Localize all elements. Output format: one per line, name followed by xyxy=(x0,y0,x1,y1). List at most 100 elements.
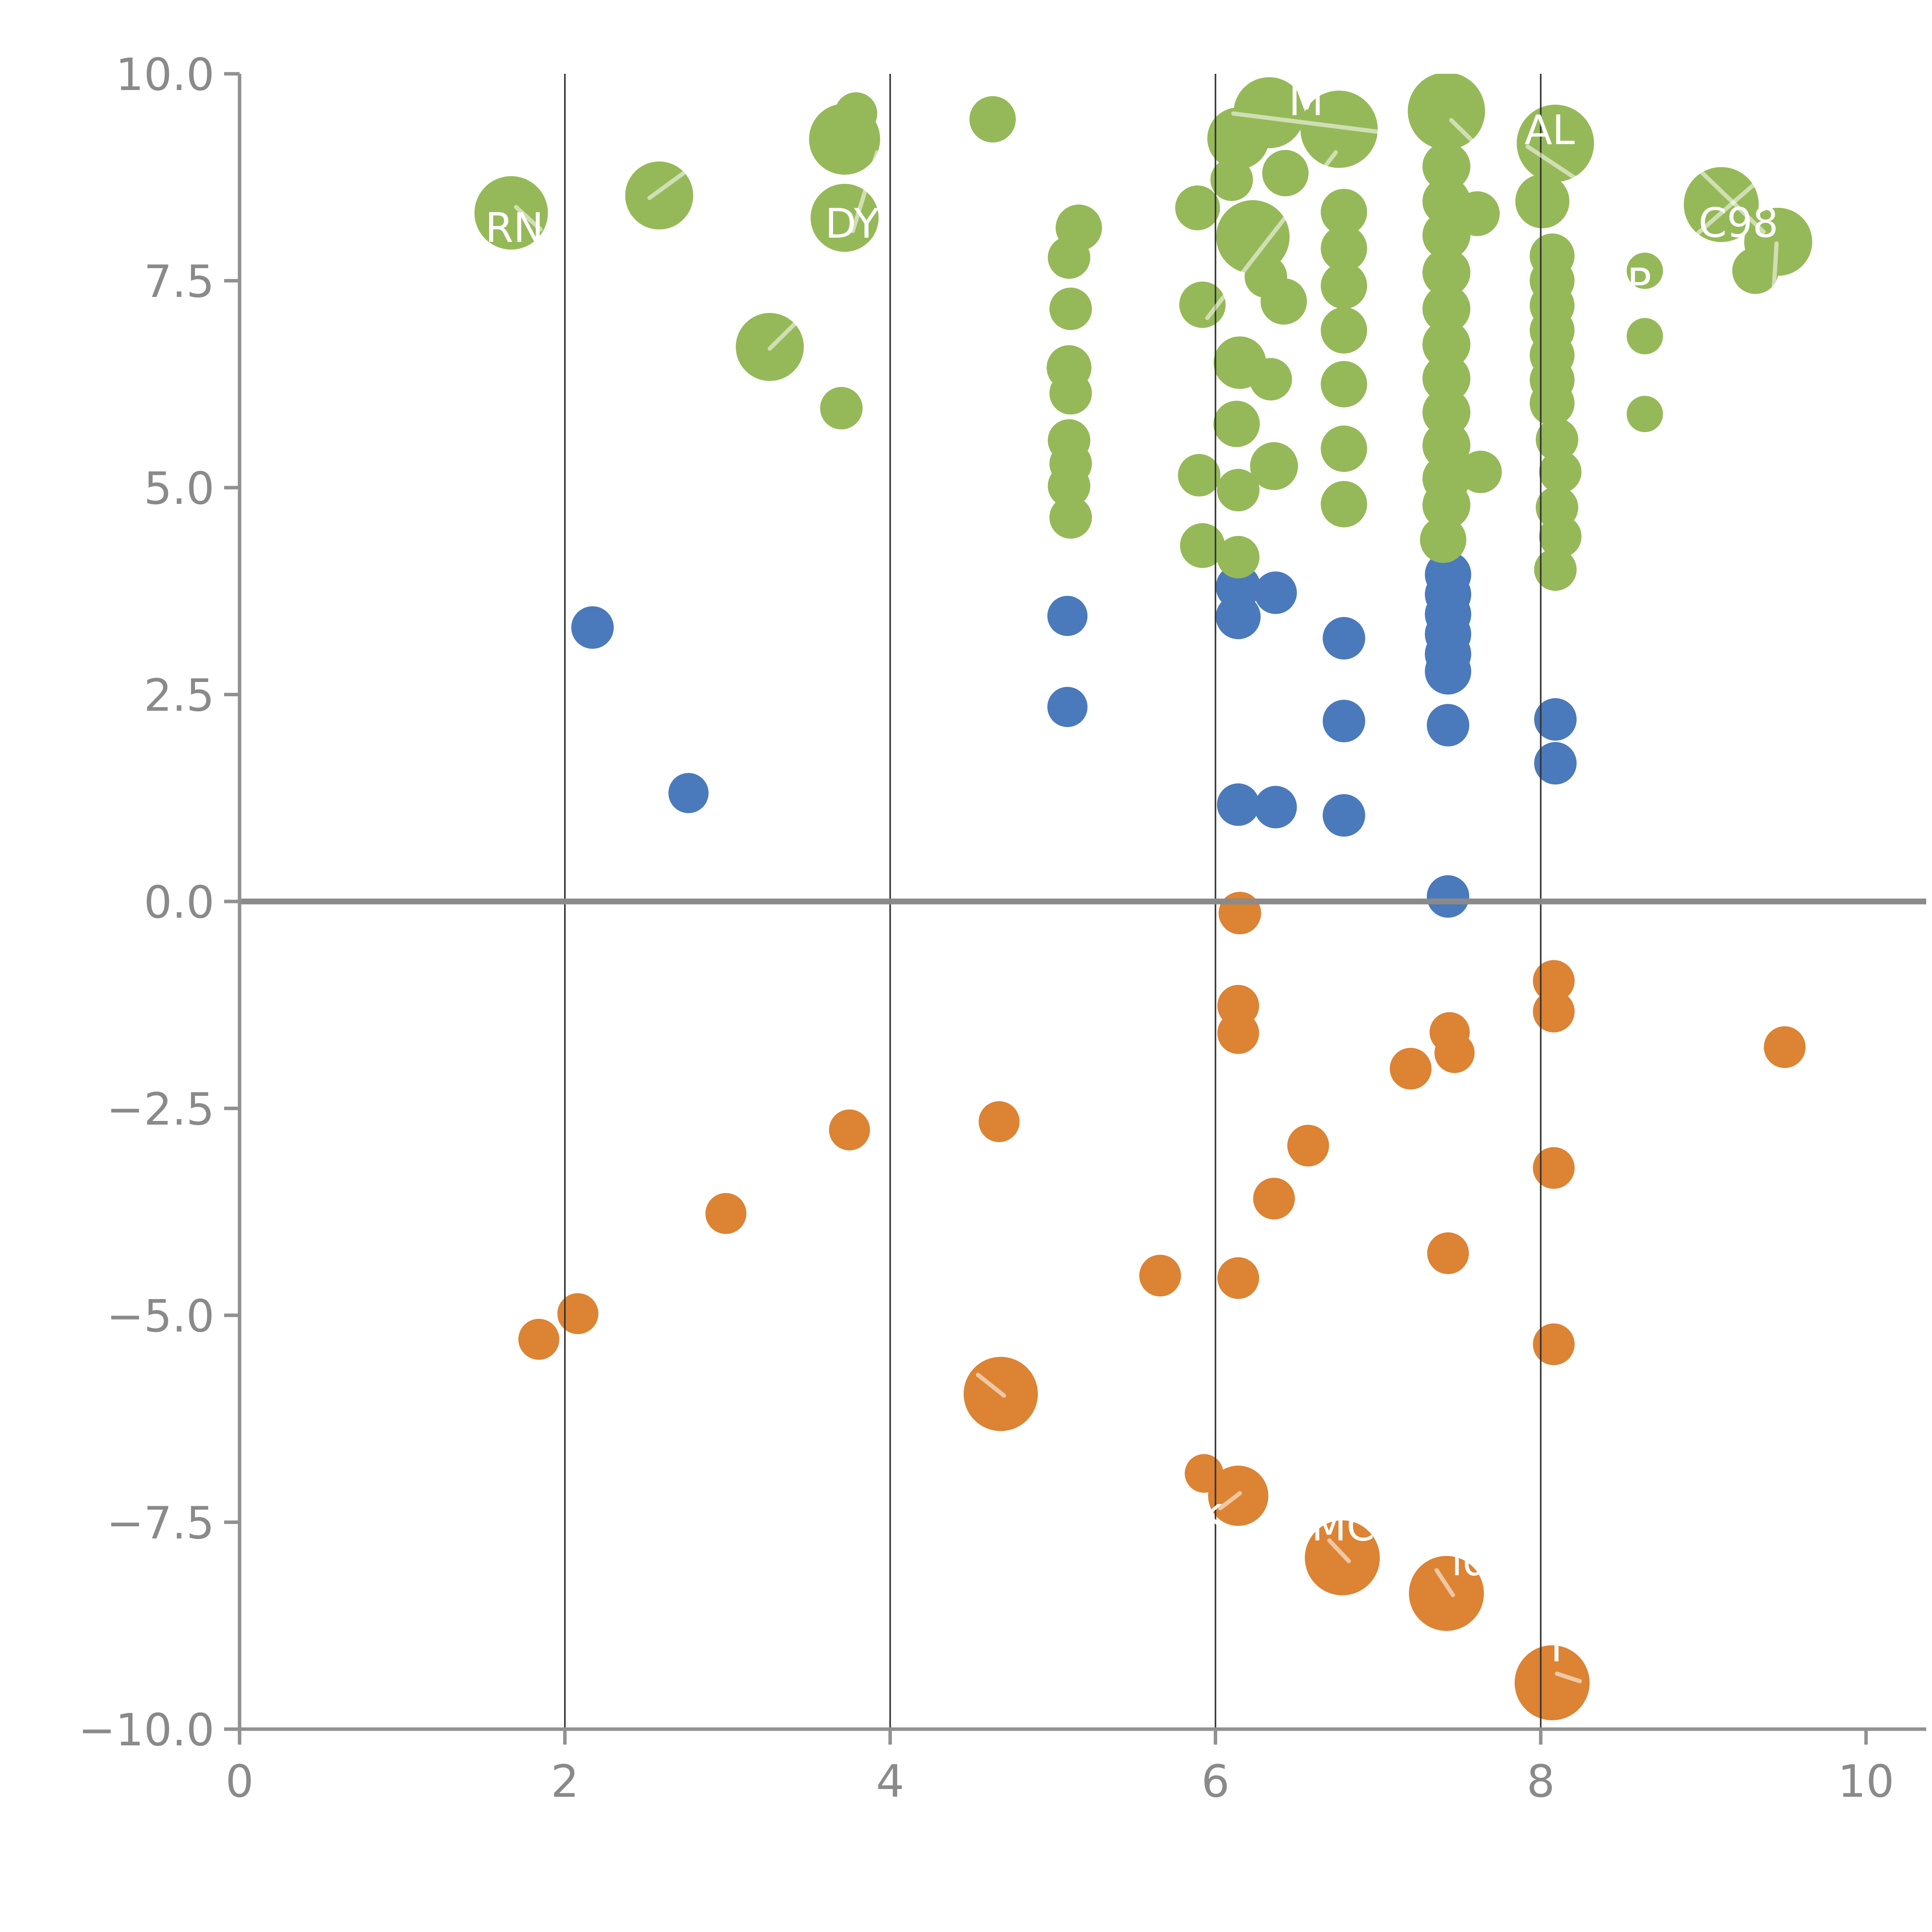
green-data-point xyxy=(1536,418,1578,461)
x-tick-label-1: 2 xyxy=(551,1756,579,1808)
green-data-point xyxy=(1217,536,1260,578)
green-data-point xyxy=(1459,451,1502,493)
data-points-layer xyxy=(474,74,1812,1720)
orange-data-point xyxy=(1139,1255,1181,1297)
point-label-M: M xyxy=(1289,78,1324,125)
orange-data-point xyxy=(1217,1257,1259,1299)
green-data-point xyxy=(1217,469,1260,512)
blue-series xyxy=(571,551,1577,918)
orange-data-point xyxy=(1533,990,1575,1032)
y-tick-label-2: −5.0 xyxy=(107,1291,214,1342)
green-data-point xyxy=(1732,247,1779,294)
leader-line-0 xyxy=(514,205,543,232)
orange-data-point xyxy=(1533,960,1575,1002)
green-series xyxy=(474,74,1812,591)
green-data-point xyxy=(1422,248,1471,297)
green-data-point xyxy=(1422,285,1471,333)
x-tick-label-3: 6 xyxy=(1201,1756,1230,1808)
green-data-point xyxy=(1321,225,1367,272)
blue-data-point xyxy=(1323,700,1366,742)
green-data-point xyxy=(1207,107,1269,170)
green-data-point xyxy=(1422,354,1471,403)
green-data-point xyxy=(1249,358,1292,401)
blue-data-point xyxy=(1534,698,1577,741)
green-data-point xyxy=(1321,481,1367,527)
green-data-point xyxy=(1529,381,1575,426)
green-data-point xyxy=(1408,74,1485,150)
green-data-point xyxy=(1048,236,1090,279)
x-tick-label-4: 8 xyxy=(1527,1756,1555,1808)
blue-data-point xyxy=(1047,687,1088,727)
orange-data-point xyxy=(829,1109,870,1151)
blue-data-point xyxy=(1047,596,1088,636)
green-data-point xyxy=(1626,396,1663,432)
green-data-point xyxy=(474,176,548,250)
blue-data-point xyxy=(1216,594,1261,639)
y-tick-label-1: −7.5 xyxy=(107,1498,214,1549)
green-data-point xyxy=(1321,307,1367,354)
green-data-point xyxy=(1216,200,1290,274)
point-label-MC: MC xyxy=(1311,1503,1375,1550)
green-data-point xyxy=(1422,320,1471,369)
axes-layer xyxy=(224,72,1926,1745)
x-tick-label-0: 0 xyxy=(225,1756,253,1808)
leader-line-9 xyxy=(1526,145,1595,192)
green-data-point xyxy=(1517,104,1594,182)
orange-data-point xyxy=(1217,1012,1259,1054)
orange-data-point xyxy=(1514,1645,1590,1720)
leader-line-12 xyxy=(1218,1491,1242,1510)
green-data-point xyxy=(1515,174,1570,228)
orange-data-point xyxy=(1533,1147,1575,1189)
point-label-I: I xyxy=(1551,1624,1563,1671)
y-tick-label-0: −10.0 xyxy=(78,1704,214,1756)
green-data-point xyxy=(1048,464,1090,507)
green-data-point xyxy=(1420,516,1466,563)
leader-lines-layer xyxy=(514,111,1790,1684)
y-tick-label-4: 0.0 xyxy=(144,877,214,929)
green-data-point xyxy=(1179,281,1226,328)
green-data-point xyxy=(1175,185,1220,230)
green-data-point xyxy=(1422,481,1471,529)
blue-data-point xyxy=(668,773,709,813)
orange-data-point xyxy=(705,1193,747,1234)
green-data-point xyxy=(1178,454,1221,497)
green-data-point xyxy=(1422,142,1471,190)
x-tick-label-5: 10 xyxy=(1838,1756,1894,1808)
point-label-k: k xyxy=(1199,1489,1223,1536)
leader-line-10 xyxy=(1449,118,1478,146)
orange-data-point xyxy=(1389,1048,1432,1090)
orange-data-point xyxy=(1253,1178,1295,1219)
blue-data-point xyxy=(1534,742,1577,785)
orange-data-point xyxy=(978,1101,1020,1142)
green-data-point xyxy=(1213,401,1260,447)
green-data-point xyxy=(1321,361,1367,408)
leader-line-15 xyxy=(1555,1672,1582,1684)
point-label-ld: ld xyxy=(1451,1538,1488,1585)
blue-data-point xyxy=(1323,617,1366,660)
green-data-point xyxy=(1049,372,1092,415)
leader-line-7 xyxy=(1696,153,1790,235)
blue-data-point xyxy=(1217,783,1260,826)
green-data-point xyxy=(1455,191,1500,236)
leader-line-3 xyxy=(767,316,803,351)
blue-data-point xyxy=(1427,704,1469,747)
green-data-point xyxy=(809,104,880,175)
y-tick-label-3: −2.5 xyxy=(107,1084,214,1136)
leader-line-1 xyxy=(647,171,686,200)
y-tick-label-7: 7.5 xyxy=(144,256,214,308)
green-data-point xyxy=(969,96,1016,143)
green-data-point xyxy=(1300,90,1378,168)
orange-data-point xyxy=(1427,1232,1469,1274)
orange-data-point xyxy=(1218,892,1261,934)
green-data-point xyxy=(1210,158,1253,201)
leader-line-11 xyxy=(976,1372,1006,1398)
orange-data-point xyxy=(1304,1520,1380,1595)
leader-line-13 xyxy=(1327,1538,1351,1563)
y-tick-label-5: 2.5 xyxy=(144,670,214,722)
green-data-point xyxy=(1180,523,1225,568)
leader-line-8 xyxy=(1771,241,1779,299)
leader-line-14 xyxy=(1434,1568,1455,1597)
y-tick-label-6: 5.0 xyxy=(144,463,214,515)
blue-data-point xyxy=(1427,875,1469,918)
